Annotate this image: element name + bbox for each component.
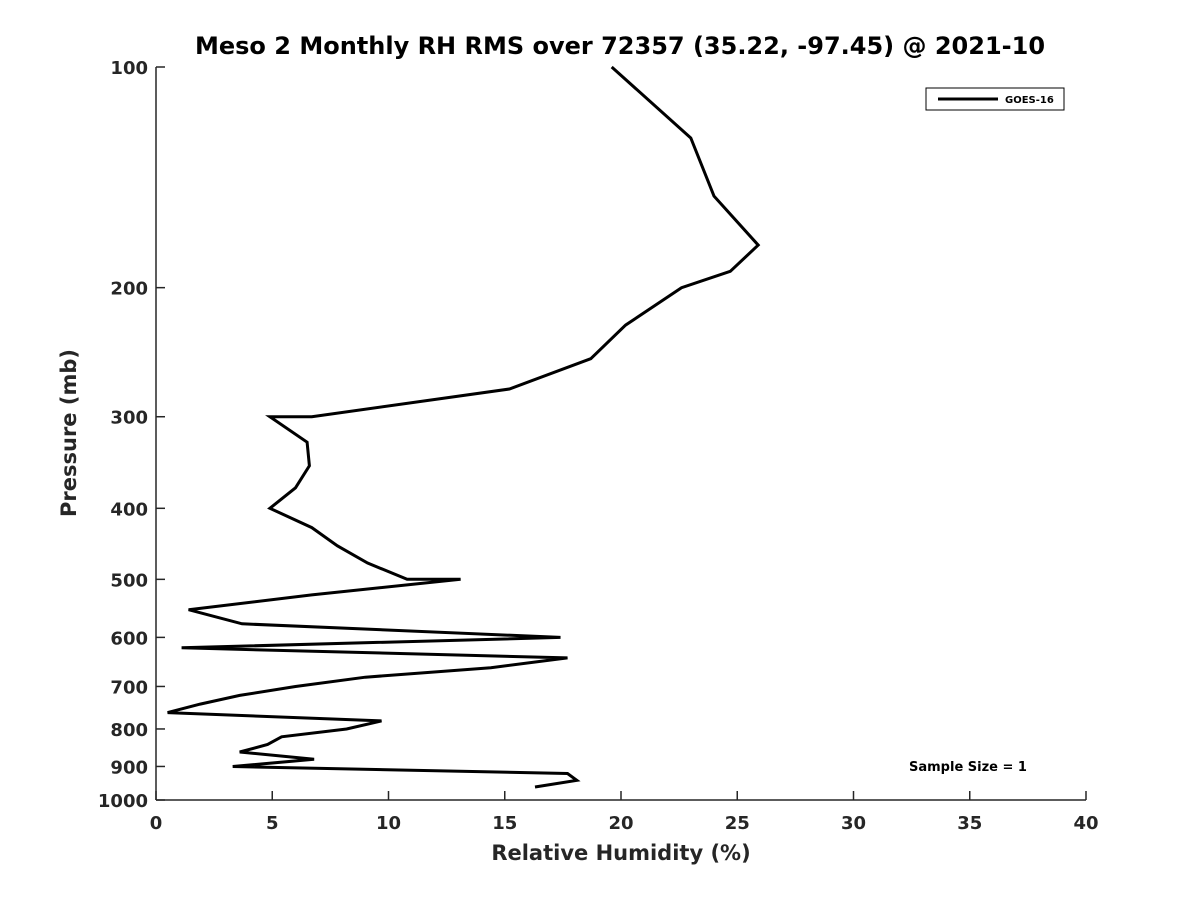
y-tick-label: 200 xyxy=(110,279,148,300)
y-axis-ticks: 100 200 300 400 500 600 700 800 900 1000 xyxy=(98,58,165,812)
x-axis-ticks: 0 5 10 15 20 25 30 35 40 xyxy=(150,791,1099,834)
y-tick-label: 100 xyxy=(110,58,148,79)
y-tick-label: 1000 xyxy=(98,791,148,812)
y-tick-label: 800 xyxy=(110,720,148,741)
y-tick-label: 400 xyxy=(110,499,148,520)
x-tick-label: 20 xyxy=(608,813,633,834)
x-tick-label: 5 xyxy=(266,813,279,834)
y-tick-label: 500 xyxy=(110,570,148,591)
y-tick-label: 600 xyxy=(110,628,148,649)
series-line-goes-16 xyxy=(167,65,761,789)
legend-label-goes-16: GOES-16 xyxy=(1005,95,1054,106)
x-axis-label: Relative Humidity (%) xyxy=(491,841,750,865)
y-axis-label: Pressure (mb) xyxy=(57,349,81,517)
sample-size-annotation: Sample Size = 1 xyxy=(909,760,1027,775)
legend: GOES-16 xyxy=(925,87,1065,111)
x-tick-label: 10 xyxy=(376,813,401,834)
chart-title: Meso 2 Monthly RH RMS over 72357 (35.22,… xyxy=(195,32,1045,60)
series-layer xyxy=(167,65,761,789)
x-tick-label: 30 xyxy=(841,813,866,834)
x-tick-label: 15 xyxy=(492,813,517,834)
y-tick-label: 700 xyxy=(110,677,148,698)
y-tick-label: 900 xyxy=(110,757,148,778)
x-tick-label: 35 xyxy=(957,813,982,834)
x-tick-label: 40 xyxy=(1073,813,1098,834)
x-tick-label: 25 xyxy=(725,813,750,834)
y-tick-label: 300 xyxy=(110,408,148,429)
x-tick-label: 0 xyxy=(150,813,163,834)
